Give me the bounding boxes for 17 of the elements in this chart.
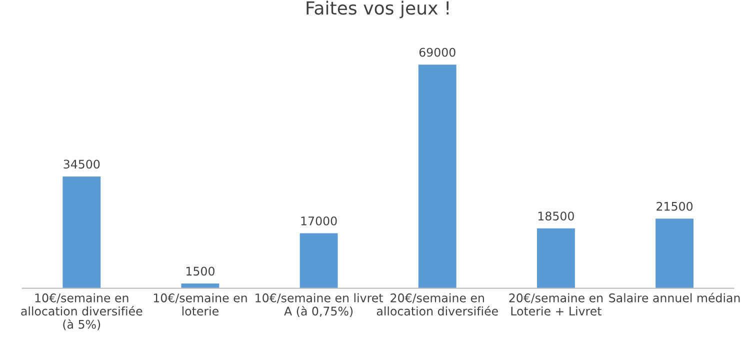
x-tick-label: Salaire annuel médian: [609, 292, 740, 302]
data-label: 17000: [301, 216, 337, 226]
data-label: 18500: [538, 212, 574, 221]
data-label: 21500: [656, 202, 693, 211]
data-label: 69000: [419, 48, 456, 57]
bar: [536, 228, 575, 288]
bar: [300, 233, 338, 288]
x-tick-label: 20€/semaine en Loterie + Livret: [509, 293, 603, 316]
bar: [62, 176, 101, 288]
bar: [656, 218, 694, 288]
x-tick-label: 10€/semaine en allocation diversifiée (à 5%): [21, 293, 142, 330]
data-label: 1500: [186, 266, 214, 276]
bar: [418, 64, 456, 288]
bar: [181, 283, 220, 288]
x-tick-label: 10€/semaine en loterie: [154, 293, 247, 316]
data-label: 34500: [64, 160, 100, 169]
chart-title: Faites vos jeux !: [306, 0, 448, 18]
